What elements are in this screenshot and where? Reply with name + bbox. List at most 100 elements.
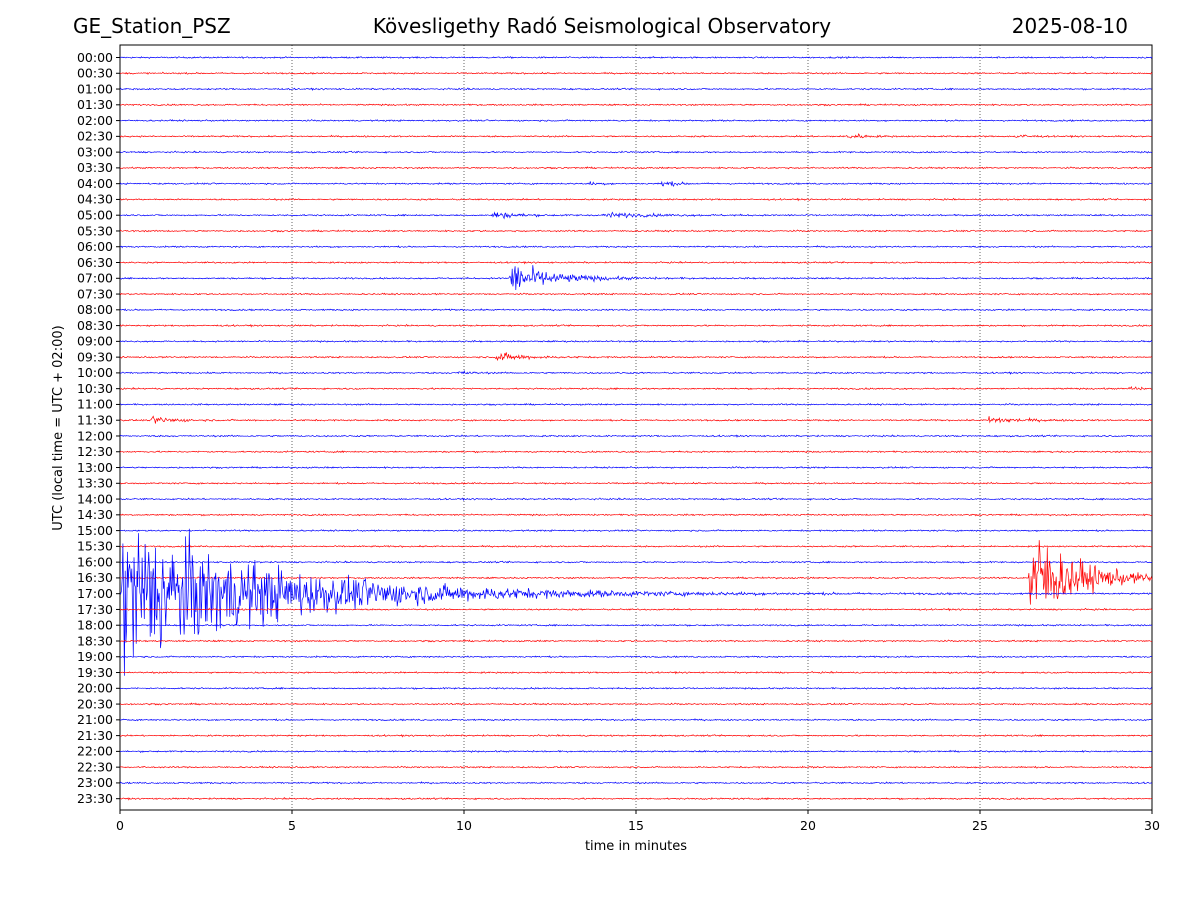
trace-0000: [119, 55, 1153, 60]
trace-1230: [119, 450, 1153, 454]
trace-1330: [119, 481, 1153, 485]
y-tick-label: 17:00: [77, 586, 113, 601]
y-tick-label: 06:00: [77, 239, 113, 254]
trace-0230: [119, 133, 1153, 139]
trace-1430: [119, 513, 1153, 517]
trace-0400: [119, 180, 1153, 187]
trace-0900: [119, 339, 1153, 343]
trace-0730: [119, 292, 1153, 296]
x-tick-label: 15: [628, 818, 644, 833]
trace-1130: [119, 415, 1153, 424]
station-title: GE_Station_PSZ: [73, 14, 231, 38]
trace-1730: [119, 607, 1153, 612]
y-tick-label: 11:00: [77, 397, 113, 412]
y-tick-label: 01:30: [77, 97, 113, 112]
y-tick-label: 10:30: [77, 381, 113, 396]
y-tick-label: 21:30: [77, 728, 113, 743]
trace-1530: [119, 544, 1153, 548]
trace-0600: [119, 245, 1153, 249]
y-tick-label: 20:30: [77, 696, 113, 711]
x-tick-label: 20: [800, 818, 816, 833]
x-tick-label: 10: [456, 818, 472, 833]
trace-0030: [119, 71, 1153, 75]
x-tick-label: 5: [288, 818, 296, 833]
trace-0330: [119, 166, 1153, 170]
trace-1100: [119, 402, 1153, 406]
trace-1600: [119, 560, 1153, 565]
y-tick-label: 16:30: [77, 570, 113, 585]
trace-1500: [119, 529, 1153, 533]
trace-2330: [119, 797, 1153, 801]
trace-0300: [119, 150, 1153, 154]
trace-1900: [119, 655, 1153, 659]
y-tick-label: 09:00: [77, 334, 113, 349]
trace-1930: [119, 670, 1153, 675]
y-tick-label: 19:00: [77, 649, 113, 664]
y-tick-label: 17:30: [77, 602, 113, 617]
y-tick-label: 00:00: [77, 50, 113, 65]
y-tick-label: 12:30: [77, 444, 113, 459]
x-tick-label: 25: [972, 818, 988, 833]
y-tick-label: 01:00: [77, 81, 113, 96]
y-tick-label: 02:00: [77, 113, 113, 128]
trace-0530: [119, 229, 1152, 233]
y-tick-label: 07:30: [77, 286, 113, 301]
trace-0430: [119, 197, 1153, 202]
trace-0200: [119, 119, 1153, 123]
trace-1630: [120, 540, 1153, 605]
trace-0500: [119, 211, 1153, 220]
y-tick-label: 08:30: [77, 318, 113, 333]
trace-0130: [119, 103, 1153, 107]
y-tick-label: 08:00: [77, 302, 113, 317]
trace-1700: [119, 528, 1153, 676]
x-tick-label: 0: [116, 818, 124, 833]
y-tick-label: 13:30: [77, 476, 113, 491]
trace-0700: [119, 265, 1153, 291]
x-grid: [291, 45, 981, 810]
trace-1800: [119, 623, 1153, 627]
trace-2200: [119, 749, 1153, 753]
y-tick-label: 14:30: [77, 507, 113, 522]
y-tick-label: 04:30: [77, 192, 113, 207]
y-axis-label: UTC (local time = UTC + 02:00): [51, 325, 66, 530]
y-tick-label: 05:00: [77, 208, 113, 223]
y-tick-label: 20:00: [77, 681, 113, 696]
date-title: 2025-08-10: [1011, 14, 1128, 38]
x-tick-label: 30: [1144, 818, 1160, 833]
y-tick-label: 13:00: [77, 460, 113, 475]
y-tick-label: 14:00: [77, 491, 113, 506]
y-tick-label: 09:30: [77, 349, 113, 364]
y-tick-label: 05:30: [77, 223, 113, 238]
trace-0100: [119, 87, 1153, 92]
trace-2030: [119, 702, 1153, 706]
y-tick-label: 23:30: [77, 791, 113, 806]
trace-1030: [119, 385, 1153, 391]
trace-2130: [119, 734, 1153, 738]
y-tick-label: 06:30: [77, 255, 113, 270]
x-axis: 0 5 10 15 20 25 30: [116, 810, 1160, 833]
trace-0800: [119, 308, 1153, 312]
x-axis-label: time in minutes: [585, 839, 687, 854]
trace-2300: [119, 781, 1153, 785]
y-tick-label: 00:30: [77, 66, 113, 81]
y-tick-label: 15:30: [77, 539, 113, 554]
y-tick-label: 16:00: [77, 554, 113, 569]
trace-1300: [119, 465, 1153, 470]
y-tick-label: 18:30: [77, 633, 113, 648]
trace-2230: [119, 765, 1153, 769]
y-tick-label: 12:00: [77, 428, 113, 443]
y-tick-label: 04:00: [77, 176, 113, 191]
trace-0630: [119, 260, 1153, 265]
trace-0830: [119, 323, 1153, 328]
traces: [119, 55, 1153, 801]
trace-2100: [119, 718, 1153, 722]
trace-1400: [119, 497, 1153, 502]
trace-1200: [119, 434, 1153, 438]
y-tick-label: 03:00: [77, 144, 113, 159]
y-tick-label: 22:00: [77, 744, 113, 759]
trace-1000: [119, 369, 1152, 375]
trace-0930: [120, 352, 1153, 362]
y-tick-label: 11:30: [77, 413, 113, 428]
y-tick-label: 23:00: [77, 775, 113, 790]
